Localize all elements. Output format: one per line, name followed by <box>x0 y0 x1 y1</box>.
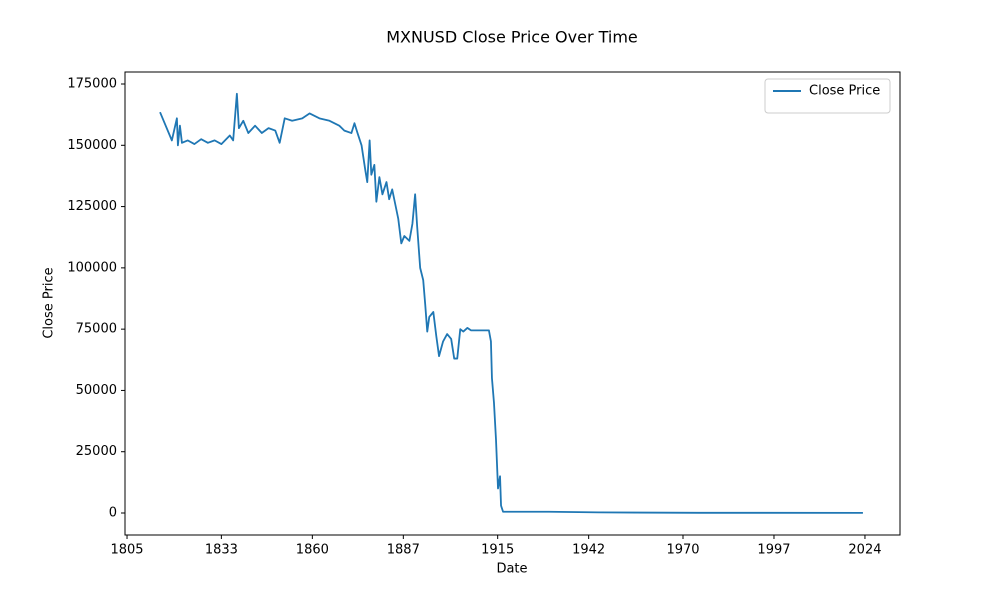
y-tick-label: 175000 <box>67 77 117 92</box>
line-series <box>159 92 863 514</box>
legend-box <box>764 78 891 114</box>
x-tick-label: 1997 <box>757 543 790 558</box>
y-tick-label: 125000 <box>67 199 117 214</box>
y-tick-label: 100000 <box>67 260 117 275</box>
x-tick-label: 1915 <box>481 543 514 558</box>
x-tick-label: 1887 <box>387 543 420 558</box>
legend-label: Close Price <box>809 84 880 99</box>
chart-title: MXNUSD Close Price Over Time <box>386 28 638 47</box>
x-tick-label: 1942 <box>572 543 605 558</box>
y-tick-label: 150000 <box>67 138 117 153</box>
x-tick-label: 1970 <box>666 543 699 558</box>
x-tick-label: 1833 <box>205 543 238 558</box>
y-tick-label: 25000 <box>76 444 117 459</box>
x-axis-label: Date <box>496 562 527 577</box>
y-axis-label: Close Price <box>42 267 57 338</box>
plot-frame <box>124 71 901 536</box>
y-tick-label: 0 <box>109 505 117 520</box>
y-tick-label: 50000 <box>76 383 117 398</box>
y-tick-label: 75000 <box>76 322 117 337</box>
x-tick-label: 2024 <box>848 543 881 558</box>
x-tick-label: 1860 <box>296 543 329 558</box>
x-tick-label: 1805 <box>110 543 143 558</box>
